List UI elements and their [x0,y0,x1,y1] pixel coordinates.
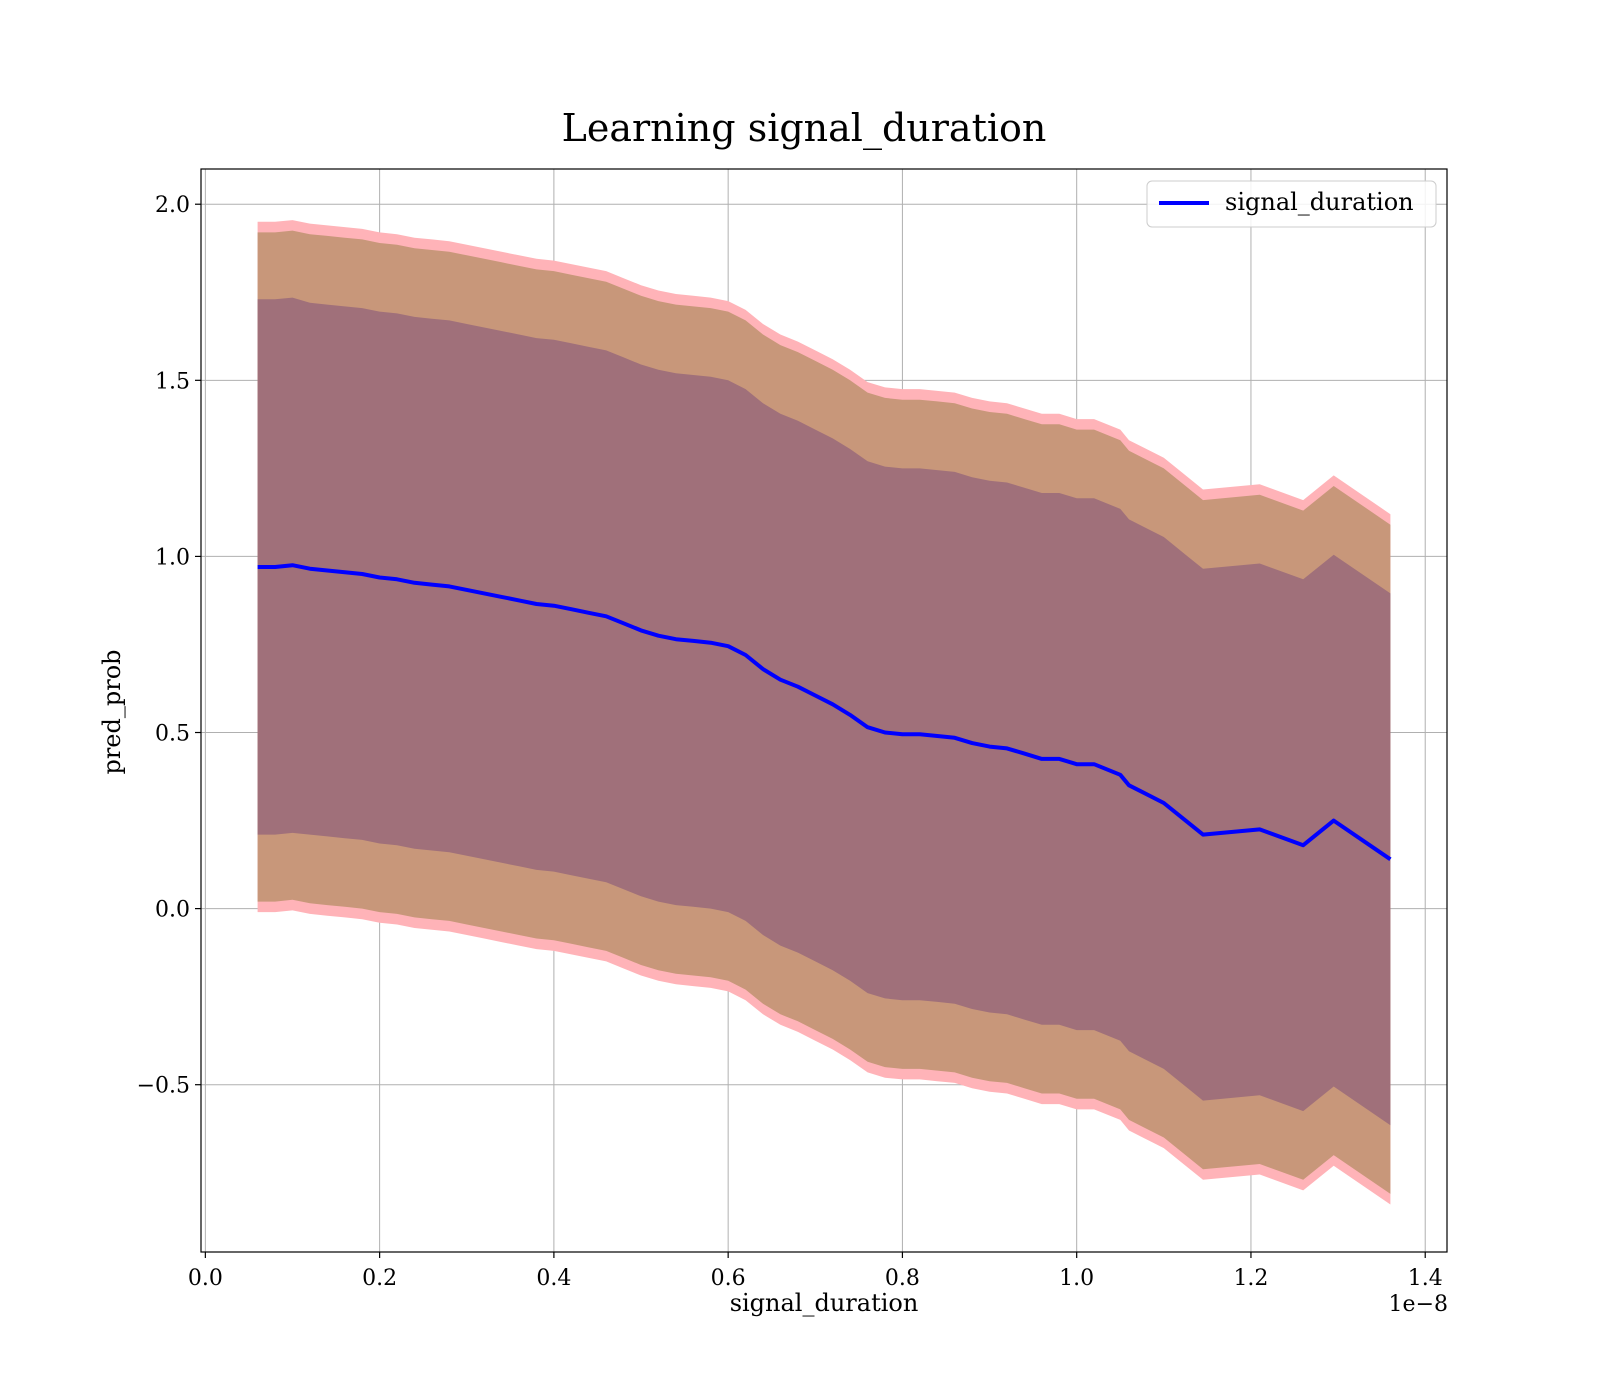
legend-box [1146,180,1437,228]
x-tick-label: 0.8 [885,1266,920,1291]
x-tick-label: 0.4 [536,1266,571,1291]
plot-frame [200,168,1448,1253]
x-tick-label: 0.6 [711,1266,746,1291]
y-tick-label: −0.5 [137,1074,190,1099]
y-tick-label: 1.5 [155,369,190,394]
x-tick-label: 1.0 [1059,1266,1094,1291]
x-tick-label: 0.2 [362,1266,397,1291]
x-tick-label: 1.2 [1233,1266,1268,1291]
series-line [257,563,1392,861]
legend-label: signal_duration [1225,188,1414,216]
legend: signal_duration [1146,180,1437,228]
x-tick-label: 0.0 [188,1266,223,1291]
y-axis-ticks: −0.5 0.0 0.5 1.0 1.5 2.0 [137,193,201,1099]
x-axis-offset-text: 1e−8 [1389,1292,1448,1317]
series-lines [257,563,1392,861]
x-tick-label: 1.4 [1408,1266,1443,1291]
y-tick-label: 0.0 [155,898,190,923]
chart-title: Learning signal_duration [562,106,1047,151]
band-inner [257,297,1391,1126]
y-axis-label: pred_prob [98,649,126,774]
x-axis-ticks: 0.0 0.2 0.4 0.6 0.8 1.0 1.2 1.4 [188,1252,1443,1291]
y-tick-label: 0.5 [155,722,190,747]
confidence-bands [257,220,1391,1205]
x-axis-label: signal_duration [730,1289,919,1317]
y-tick-label: 1.0 [155,545,190,570]
y-tick-label: 2.0 [155,193,190,218]
